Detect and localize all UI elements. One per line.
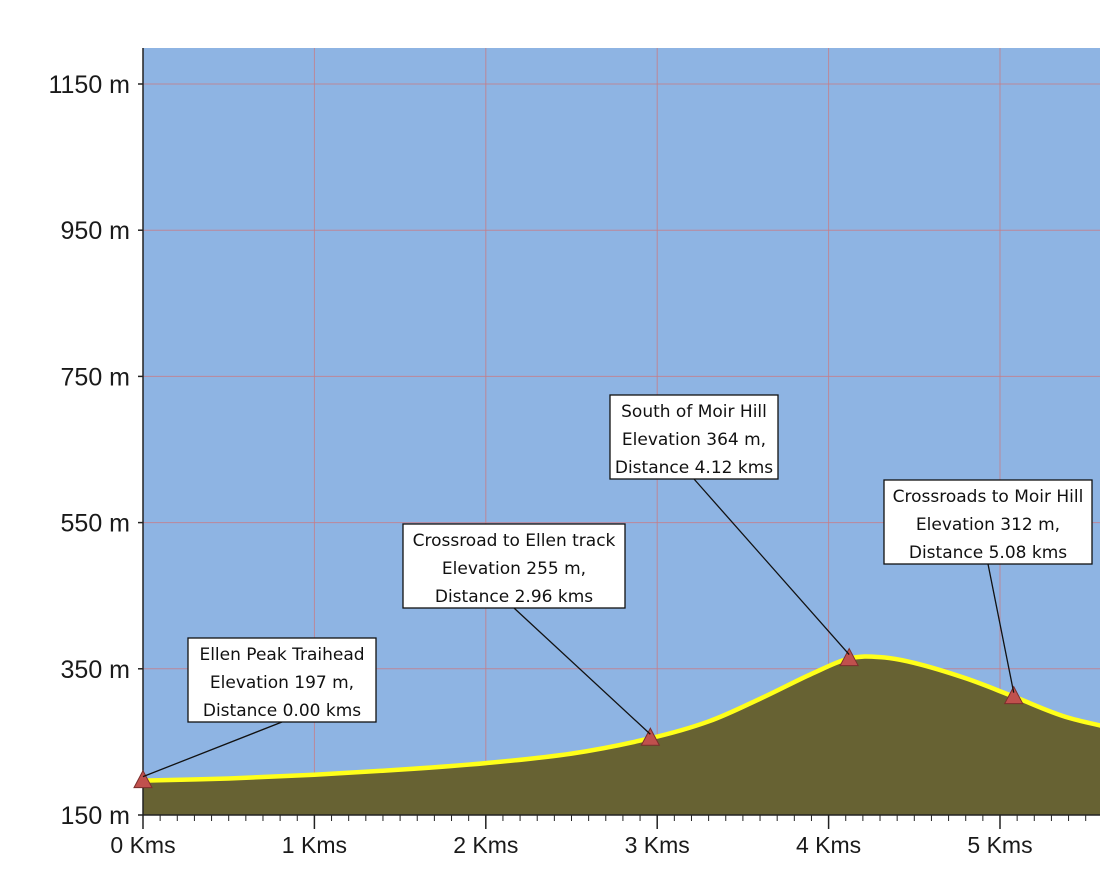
annotation-text-name: Crossroad to Ellen track [413, 531, 616, 551]
y-tick-label: 350 m [61, 656, 130, 684]
y-tick-label: 550 m [61, 510, 130, 538]
annotation-text-elev-text: Elevation 255 m, [442, 559, 586, 579]
annotation-text-elev-text: Elevation 364 m, [622, 430, 766, 450]
annotation-box [187, 637, 377, 723]
elevation-profile-line [142, 654, 1100, 783]
annotation-text-dist-text: Distance 0.00 kms [203, 701, 361, 721]
annotation-text-name: Ellen Peak Traihead [199, 645, 364, 665]
terrain-area-fill [143, 656, 1100, 815]
annotation-leader-line [987, 563, 1015, 693]
annotation-box [609, 394, 779, 480]
x-tick-label: 5 Kms [967, 832, 1032, 858]
annotation-text-name: South of Moir Hill [621, 402, 767, 422]
waypoint-marker [839, 647, 859, 667]
x-tick-label: 4 Kms [796, 832, 861, 858]
grid-layer [143, 48, 1100, 815]
x-tick-label: 3 Kms [625, 832, 690, 858]
x-tick-label: 2 Kms [453, 832, 518, 858]
annotation-layer: Ellen Peak Traihead Elevation 197 m, Dista… [142, 394, 1093, 778]
axes-layer: 150 m 350 m 550 m 750 m 950 m 1150 m 0 Kms 1 Km… [48, 48, 1100, 858]
y-tick-label: 150 m [61, 802, 130, 830]
annotation-text-dist-text: Distance 5.08 kms [909, 543, 1067, 563]
x-tick-label: 0 Kms [110, 832, 175, 858]
annotation-box [883, 479, 1093, 565]
annotation-text-name: Crossroads to Moir Hill [893, 487, 1084, 507]
waypoint-marker [133, 769, 153, 789]
annotation-leader-line [142, 721, 283, 778]
annotation-box [402, 523, 626, 609]
waypoint-marker [1003, 685, 1024, 705]
y-tick-label: 750 m [61, 363, 130, 391]
waypoint-marker [640, 727, 661, 746]
annotation-leader-line [693, 478, 850, 655]
y-tick-label: 950 m [61, 217, 130, 245]
annotation-text-dist-text: Distance 4.12 kms [615, 458, 773, 478]
marker-layer [133, 647, 1024, 789]
annotation-text-dist-text: Distance 2.96 kms [435, 587, 593, 607]
annotation-text-elev-text: Elevation 197 m, [210, 673, 354, 693]
terrain-layer [142, 654, 1100, 815]
x-tick-label: 1 Kms [282, 832, 347, 858]
annotation-leader-line [513, 607, 651, 735]
y-tick-label: 1150 m [48, 71, 130, 99]
annotation-text-elev-text: Elevation 312 m, [916, 515, 1060, 535]
